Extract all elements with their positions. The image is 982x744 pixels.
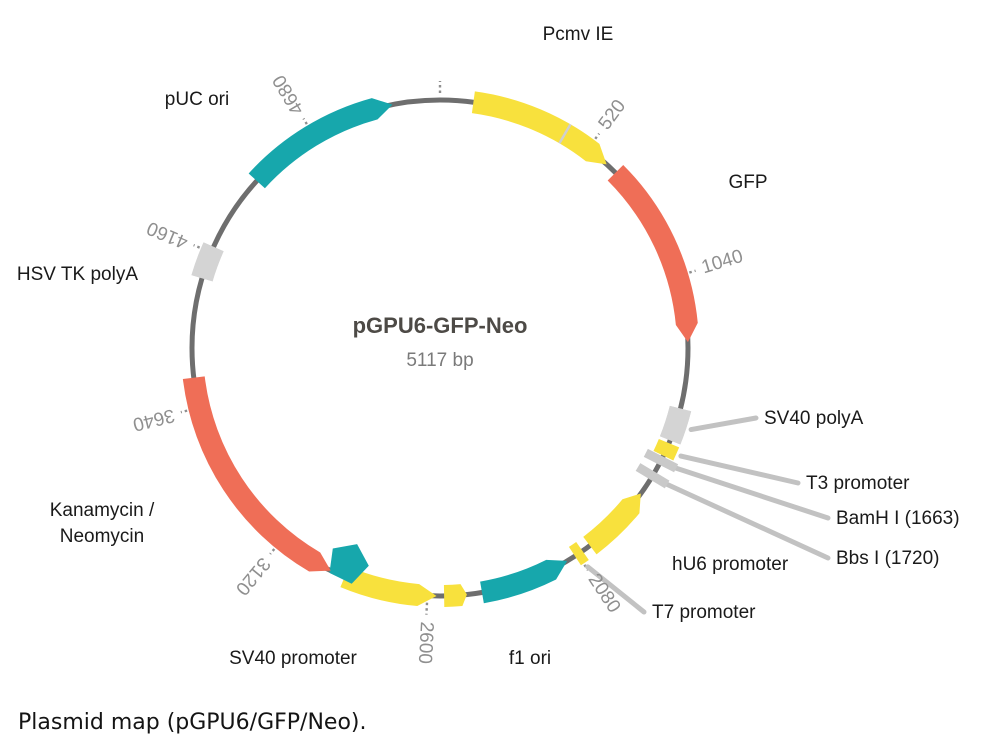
figure-caption: Plasmid map (pGPU6/GFP/Neo). [18,700,958,744]
feature-labels-group: Pcmv IE GFP SV40 polyA T3 promoter BamH I (1… [17,24,960,669]
tick-label: 3120 [231,553,274,599]
feature-kanamycin-neomycin[interactable] [182,376,331,572]
center-text-group: pGPU6-GFP-Neo 5117 bp [353,313,528,371]
label-leader-line [663,481,831,561]
feature-unlabeled[interactable] [443,584,467,607]
feature-label-sv40-polya: SV40 polyA [764,408,864,429]
plasmid-name: pGPU6-GFP-Neo [353,313,528,338]
tick-label: 4680 [269,71,309,118]
feature-label-t7-promoter: T7 promoter [652,602,756,623]
tick-label: 4160 [144,217,191,253]
feature-divider [558,123,572,144]
feature-label-bbs-i-1720: Bbs I (1720) [836,548,940,569]
feature-box-fill [659,405,692,445]
feature-label-sv40-promoter: SV40 promoter [229,648,357,669]
feature-t3-promoter[interactable] [653,438,680,461]
label-leader-line [672,465,831,521]
backbone-circle [189,97,691,599]
feature-label-kanamycin-neomycin: Kanamycin / Neomycin [50,500,155,547]
plasmid-map-canvas: 520 1040 2080 2600 3120 3640 4160 4680 Pcmv IE G… [17,24,960,669]
feature-label-hsv-tk-polya: HSV TK polyA [17,264,138,285]
leader-lines-group [585,415,831,615]
feature-f1-ori[interactable] [480,559,568,604]
plasmid-backbone [189,97,691,599]
feature-label-bamh-i-1663: BamH I (1663) [836,508,960,529]
feature-gfp[interactable] [607,164,698,343]
label-leader-line [688,415,759,433]
tick-mark [425,602,429,615]
tick-label: 520 [594,96,630,134]
restriction-site-mark[interactable] [643,448,679,473]
tick-label: 2600 [414,621,437,664]
feature-hu6-promoter[interactable] [583,493,641,555]
plasmid-size: 5117 bp [406,350,473,371]
features-group [182,91,698,607]
feature-t7-promoter[interactable] [568,541,589,566]
feature-label-puc-ori: pUC ori [165,89,229,110]
restriction-site-mark[interactable] [635,463,670,489]
tick-label: 3640 [131,404,177,435]
label-leader-line [585,564,647,615]
feature-label-pcmv-ie: Pcmv IE [543,24,614,45]
feature-label-gfp: GFP [728,172,767,193]
feature-label-hu6-promoter: hU6 promoter [672,554,789,575]
feature-sv40-promoter[interactable] [340,566,437,607]
caption-text: Plasmid map (pGPU6/GFP/Neo). [18,709,367,735]
feature-label-f1-ori: f1 ori [509,648,551,669]
feature-pentagon[interactable] [329,544,369,584]
feature-pcmv-ie[interactable] [471,91,607,165]
feature-puc-ori[interactable] [248,98,393,189]
feature-label-t3-promoter: T3 promoter [806,473,910,494]
tick-label: 1040 [699,246,746,278]
label-leader-line [678,453,801,486]
feature-box-fill [191,242,224,282]
